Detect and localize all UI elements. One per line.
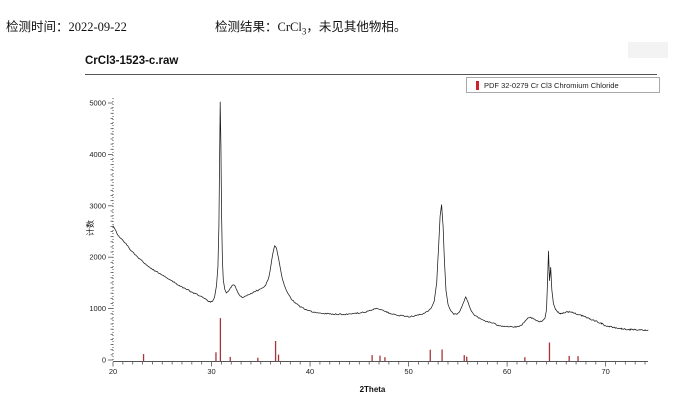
svg-text:20: 20	[109, 367, 117, 376]
test-time-label: 检测时间：	[6, 20, 69, 34]
test-time-value: 2022-09-22	[68, 20, 127, 34]
svg-text:2000: 2000	[89, 253, 106, 262]
svg-text:60: 60	[503, 367, 511, 376]
test-result-note: ，未见其他物相。	[306, 20, 407, 34]
test-time: 检测时间：2022-09-22	[6, 16, 127, 35]
test-result-formula: CrCl	[277, 20, 302, 34]
y-axis-label: 计数	[85, 220, 95, 236]
x-axis-label: 2Theta	[360, 385, 386, 394]
svg-text:5000: 5000	[89, 99, 106, 108]
chart-title: CrCl3-1523-c.raw	[85, 55, 179, 67]
test-result: 检测结果：CrCl3，未见其他物相。	[215, 16, 406, 37]
svg-text:30: 30	[207, 367, 215, 376]
legend-label: PDF 32-0279 Cr Cl3 Chromium Chloride	[484, 80, 619, 90]
legend-marker-icon	[476, 80, 479, 90]
title-underline	[85, 74, 657, 75]
test-result-label: 检测结果：	[215, 20, 278, 34]
svg-text:70: 70	[601, 367, 609, 376]
legend-box: PDF 32-0279 Cr Cl3 Chromium Chloride	[466, 77, 660, 93]
svg-text:50: 50	[404, 367, 412, 376]
svg-text:0: 0	[102, 356, 106, 365]
svg-text:4000: 4000	[89, 150, 106, 159]
formula-subscript: 3	[301, 26, 307, 37]
svg-text:1000: 1000	[89, 304, 106, 313]
svg-text:40: 40	[306, 367, 314, 376]
scrollbar-fragment	[628, 42, 668, 58]
svg-text:3000: 3000	[89, 201, 106, 210]
